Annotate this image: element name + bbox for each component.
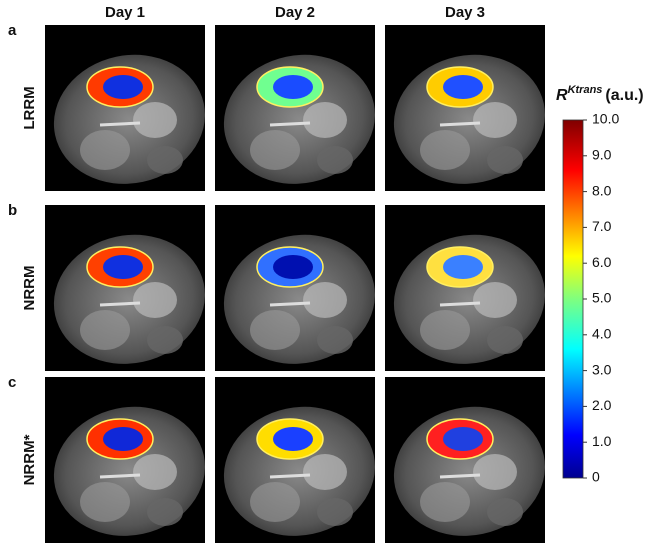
tumor-core — [443, 427, 483, 451]
organ — [303, 454, 347, 490]
column-header: Day 1 — [105, 4, 145, 21]
colorbar-tick-label: 5.0 — [592, 290, 612, 306]
organ — [420, 310, 470, 350]
column-header: Day 2 — [275, 4, 315, 21]
spine — [269, 121, 311, 127]
organ — [487, 498, 523, 526]
spine — [439, 121, 481, 127]
tumor-core — [443, 75, 483, 99]
tumor-core — [103, 427, 143, 451]
mri-panel — [385, 25, 545, 191]
spine — [269, 473, 311, 479]
colorbar-title: RKtrans (a.u.) — [556, 84, 644, 104]
tumor-core — [273, 427, 313, 451]
colorbar-tick-label: 2.0 — [592, 397, 612, 413]
spine — [269, 301, 311, 307]
column-header: Day 3 — [445, 4, 485, 21]
spine — [439, 301, 481, 307]
organ — [317, 498, 353, 526]
mri-panel — [45, 377, 205, 543]
row-name: NRRM — [21, 266, 38, 311]
organ — [317, 326, 353, 354]
organ — [487, 326, 523, 354]
panel-letter: b — [8, 202, 17, 219]
colorbar-tick-label: 10.0 — [592, 111, 619, 127]
colorbar — [562, 119, 584, 479]
mri-panel — [45, 205, 205, 371]
organ — [487, 146, 523, 174]
colorbar-tick-label: 9.0 — [592, 147, 612, 163]
tumor-core — [103, 255, 143, 279]
panel-letter: a — [8, 22, 17, 39]
spine — [99, 301, 141, 307]
organ — [473, 102, 517, 138]
tumor-core — [273, 255, 313, 279]
organ — [147, 146, 183, 174]
colorbar-tick-label: 4.0 — [592, 326, 612, 342]
tumor-core — [103, 75, 143, 99]
mri-panel — [215, 205, 375, 371]
organ — [303, 282, 347, 318]
organ — [250, 482, 300, 522]
colorbar-tick-label: 6.0 — [592, 254, 612, 270]
tumor-core — [443, 255, 483, 279]
colorbar-tick-label: 7.0 — [592, 218, 612, 234]
mri-panel — [385, 205, 545, 371]
organ — [420, 482, 470, 522]
organ — [80, 130, 130, 170]
colorbar-tick-label: 8.0 — [592, 182, 612, 198]
organ — [133, 282, 177, 318]
colorbar-unit: (a.u.) — [605, 87, 643, 104]
colorbar-tick-label: 1.0 — [592, 433, 612, 449]
organ — [317, 146, 353, 174]
colorbar-tick-label: 3.0 — [592, 361, 612, 377]
organ — [80, 482, 130, 522]
organ — [133, 454, 177, 490]
row-name: NRRM* — [21, 434, 38, 485]
panel-letter: c — [8, 374, 16, 391]
colorbar-symbol: R — [556, 87, 568, 104]
organ — [473, 282, 517, 318]
organ — [133, 102, 177, 138]
mri-panel — [385, 377, 545, 543]
colorbar-superscript: Ktrans — [568, 84, 603, 96]
mri-panel — [215, 25, 375, 191]
organ — [80, 310, 130, 350]
organ — [250, 310, 300, 350]
tumor-core — [273, 75, 313, 99]
organ — [303, 102, 347, 138]
colorbar-tick-label: 0 — [592, 469, 600, 485]
organ — [420, 130, 470, 170]
organ — [147, 326, 183, 354]
spine — [99, 121, 141, 127]
mri-panel — [45, 25, 205, 191]
spine — [99, 473, 141, 479]
mri-panel — [215, 377, 375, 543]
row-name: LRRM — [21, 86, 38, 129]
organ — [250, 130, 300, 170]
spine — [439, 473, 481, 479]
organ — [147, 498, 183, 526]
organ — [473, 454, 517, 490]
